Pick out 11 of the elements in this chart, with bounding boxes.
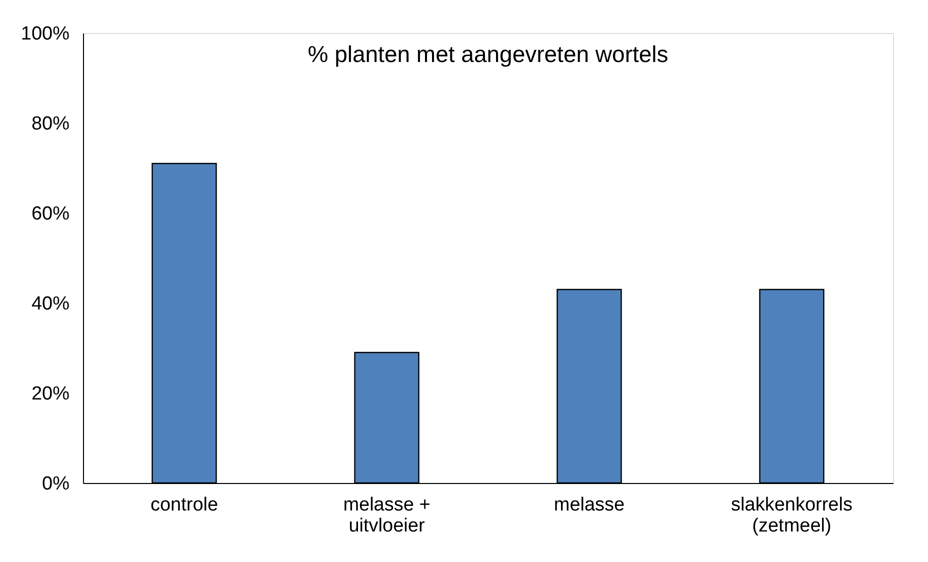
chart-title: % planten met aangevreten wortels bbox=[308, 41, 668, 67]
y-tick-label: 0% bbox=[42, 474, 70, 494]
y-tick-label: 60% bbox=[31, 204, 70, 224]
x-tick-label: melasse + uitvloeier bbox=[343, 494, 430, 536]
x-tick-label: controle bbox=[150, 494, 218, 516]
y-tick-label: 40% bbox=[31, 294, 70, 314]
y-tick-label: 100% bbox=[20, 24, 70, 44]
x-tick-label: slakkenkorrels (zetmeel) bbox=[731, 494, 852, 536]
y-tick-label: 80% bbox=[31, 114, 70, 134]
x-tick-label: melasse bbox=[554, 494, 625, 516]
y-tick-label: 20% bbox=[31, 384, 70, 404]
